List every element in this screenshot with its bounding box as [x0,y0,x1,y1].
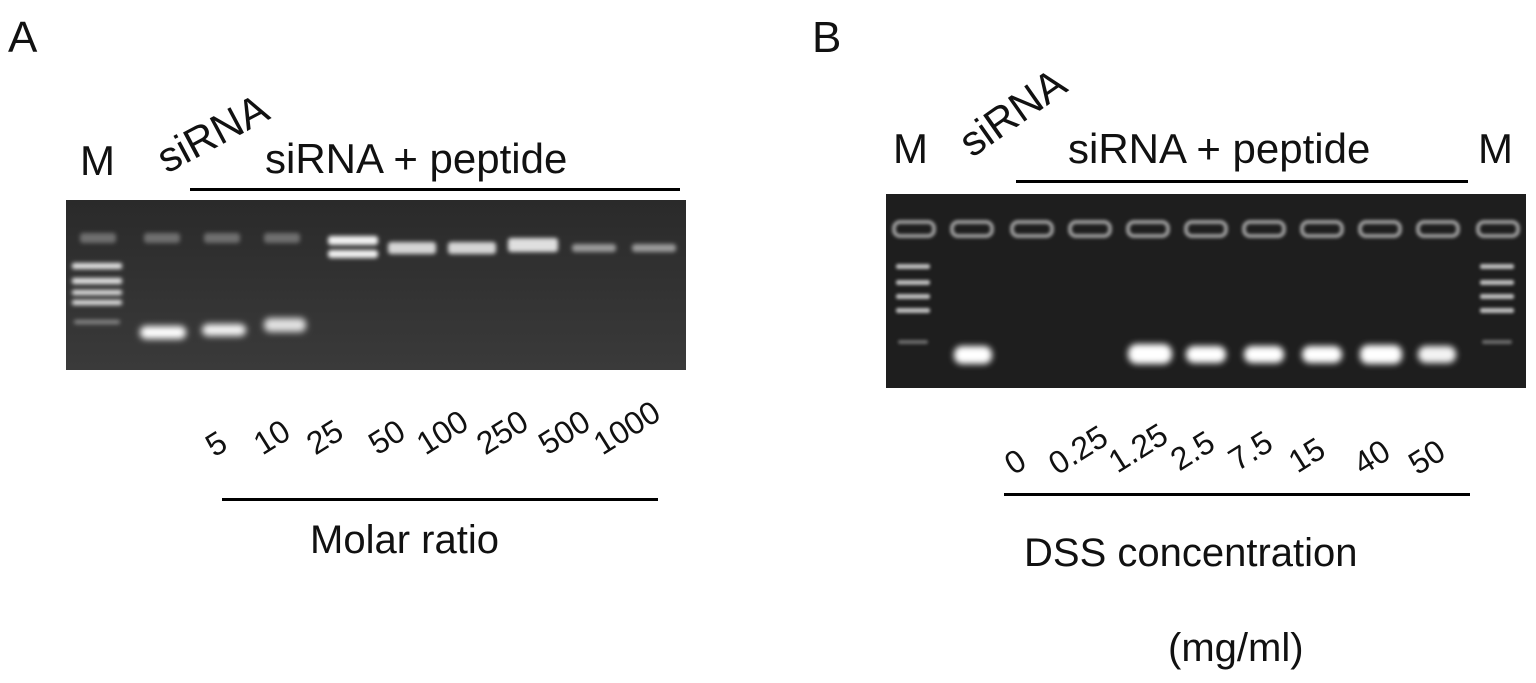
panel-a-complex-bar [190,188,680,191]
panel-a-lane-value: 5 [198,423,234,464]
panel-b-axis-bar [1004,493,1470,496]
panel-a-lane-value: 10 [246,412,297,462]
panel-b-lane-value: 50 [1401,432,1452,482]
panel-b-marker-right-label: M [1478,125,1513,172]
panel-b-lane-value: 7.5 [1221,423,1279,478]
panel-a-lane-value: 25 [299,412,350,462]
panel-a-letter: A [8,13,38,62]
panel-a-lane-value: 1000 [586,393,667,462]
panel-a-lane-value: 500 [531,402,597,462]
panel-a-complex-label: siRNA + peptide [265,135,568,182]
panel-a-sirna-label: siRNA [148,84,277,182]
panel-b-sirna-label: siRNA [950,58,1075,166]
panel-b-letter: B [812,13,842,62]
panel-b-complex-bar [1016,180,1468,183]
panel-a-gel-image [66,200,686,370]
panel-a-lane-value: 100 [409,402,475,462]
panel-b-axis-title: DSS concentration [1024,531,1358,575]
panel-a-lane-value: 50 [361,412,412,462]
panel-b-marker-left-label: M [893,125,928,172]
panel-b-axis-unit: (mg/ml) [1168,626,1304,670]
panel-b-lane-value: 40 [1346,432,1397,482]
panel-a-marker-label: M [80,137,115,184]
panel-a-axis-title: Molar ratio [310,518,499,562]
panel-b-gel-image [886,194,1526,388]
panel-b-lane-value: 2.5 [1163,423,1221,478]
panel-b-complex-label: siRNA + peptide [1068,125,1371,172]
panel-b-lane-value: 1.25 [1101,416,1174,480]
panel-b-lane-value: 15 [1281,430,1332,480]
panel-a-axis-bar [222,498,658,501]
panel-b-lane-value: 0 [997,441,1033,482]
panel-a-lane-value: 250 [469,402,535,462]
